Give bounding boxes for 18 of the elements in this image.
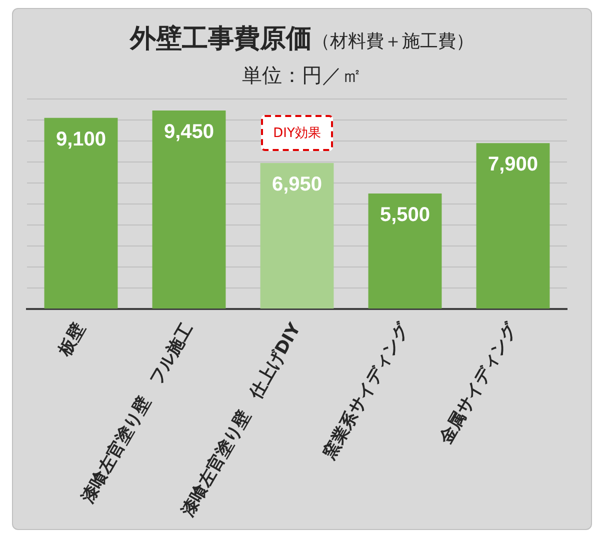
x-tick-label: 板壁 [54, 320, 90, 360]
bar [44, 118, 118, 308]
data-label: 7,900 [488, 154, 538, 176]
data-label: 9,100 [56, 128, 106, 150]
data-label: 6,950 [272, 174, 322, 196]
data-label: 5,500 [380, 204, 430, 226]
chart-title: 外壁工事費原価 [130, 24, 312, 54]
bar [476, 143, 550, 308]
chart-subtitle: （材料費＋施工費） [312, 31, 474, 52]
bar [260, 163, 334, 308]
x-tick-label: 窯業系サイディング [318, 318, 414, 464]
data-label: 9,450 [164, 121, 214, 144]
bar [152, 110, 226, 308]
dashed-note-box: DIY効果 [261, 115, 333, 152]
y-axis-title: 単位：円／㎡ [241, 62, 363, 89]
x-tick-label: 金属サイディング [435, 318, 522, 448]
bar [368, 194, 442, 308]
annotation: DIY効果 [273, 125, 321, 142]
